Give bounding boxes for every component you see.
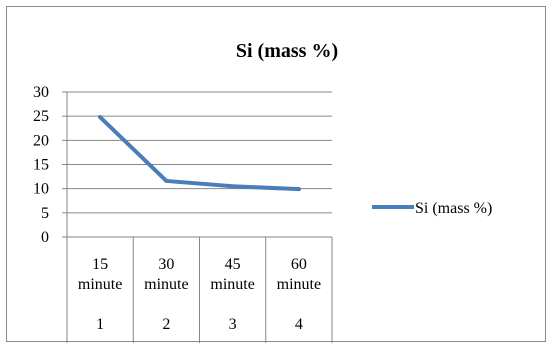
x-category-index-1: 1: [96, 316, 104, 333]
x-category-index-2: 2: [162, 316, 170, 333]
y-tick-label-25: 25: [33, 108, 49, 125]
y-tick-label-0: 0: [41, 229, 49, 246]
x-category-top-4: 60: [291, 256, 307, 273]
y-tick-label-15: 15: [33, 157, 49, 174]
data-point-2: [164, 178, 169, 183]
data-point-4: [296, 187, 301, 192]
series-line-0: [98, 115, 301, 192]
x-category-unit-3: minute: [210, 276, 254, 293]
chart-frame: Si (mass %) 0 5 10 15 20 25 30 15 minute 1 30 minu…: [6, 6, 546, 343]
data-point-1: [98, 115, 103, 120]
chart-title: Si (mass %): [236, 40, 338, 62]
y-tick-label-30: 30: [33, 84, 49, 101]
series-layer: [98, 115, 301, 192]
y-axis-ticks: 0 5 10 15 20 25 30: [33, 84, 67, 246]
x-category-top-2: 30: [158, 256, 174, 273]
x-category-unit-2: minute: [144, 276, 188, 293]
x-category-top-3: 45: [225, 256, 241, 273]
y-tick-label-20: 20: [33, 132, 49, 149]
x-category-unit-4: minute: [277, 276, 321, 293]
data-point-3: [230, 184, 235, 189]
x-category-index-3: 3: [229, 316, 237, 333]
x-axis-categories: 15 minute 1 30 minute 2 45 minute 3 60 minute 4: [66, 237, 333, 343]
y-tick-label-5: 5: [41, 205, 49, 222]
line-chart: Si (mass %) 0 5 10 15 20 25 30 15 minute 1 30 minu…: [33, 40, 492, 343]
grid-lines: [67, 91, 332, 214]
y-tick-label-10: 10: [33, 181, 49, 198]
x-category-index-4: 4: [295, 316, 303, 333]
x-category-unit-1: minute: [78, 276, 122, 293]
legend: Si (mass %): [372, 200, 492, 217]
x-category-top-1: 15: [92, 256, 108, 273]
legend-label-si: Si (mass %): [415, 200, 492, 217]
